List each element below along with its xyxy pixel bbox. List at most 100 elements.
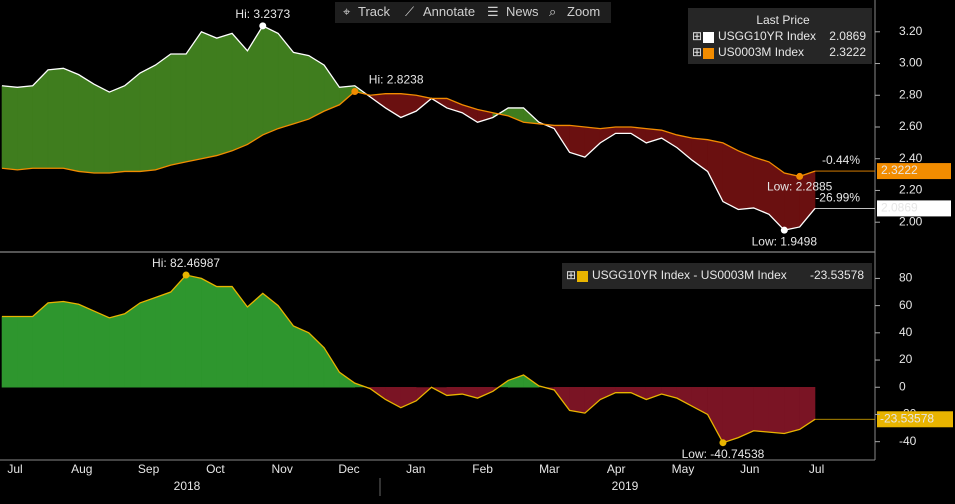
area-fill <box>63 301 79 388</box>
area-fill <box>753 386 770 433</box>
last-price-tag <box>877 163 951 180</box>
x-tick-label: Sep <box>138 462 160 476</box>
area-fill <box>569 386 586 414</box>
change-label: -26.99% <box>815 191 860 205</box>
spread-fill <box>139 64 156 172</box>
hi-marker <box>182 271 190 279</box>
spread-fill <box>93 83 110 174</box>
area-fill <box>784 386 800 434</box>
spread-fill <box>615 126 632 134</box>
area-fill <box>1 316 18 388</box>
spread-fill <box>293 52 310 125</box>
year-label: 2018 <box>174 479 201 493</box>
news[interactable]: News <box>506 4 539 19</box>
x-tick-label: Oct <box>206 462 225 476</box>
series-line <box>1 25 816 231</box>
y-tick-label: 20 <box>899 352 913 366</box>
area-fill <box>155 291 172 388</box>
low-label: Low: 2.2885 <box>767 180 833 194</box>
x-tick-label: Jun <box>740 462 759 476</box>
x-tick-label: Aug <box>71 462 92 476</box>
x-tick-label: May <box>672 462 695 476</box>
x-tick-label: Jan <box>406 462 425 476</box>
y-tick-label: 40 <box>899 325 913 339</box>
y-tick-label: 2.60 <box>899 119 923 133</box>
x-tick-label: Jul <box>7 462 22 476</box>
hi-label: Hi: 2.8238 <box>369 73 424 87</box>
y-tick-label: 2.20 <box>899 183 923 197</box>
spread-fill <box>201 31 218 160</box>
legend-name: USGG10YR Index - US0003M Index <box>592 268 787 282</box>
y-tick-label: 2.00 <box>899 214 923 228</box>
track[interactable]: Track <box>358 4 391 19</box>
spread-fill <box>170 53 187 166</box>
area-fill <box>47 301 64 388</box>
spread-fill <box>707 139 724 202</box>
hi-marker <box>351 87 359 95</box>
toolbar <box>335 2 611 23</box>
legend-value: 2.0869 <box>829 29 866 43</box>
spread-fill <box>216 32 233 156</box>
legend-box <box>688 8 872 64</box>
area-fill <box>78 303 95 388</box>
legend-swatch <box>703 32 714 43</box>
spread-fill <box>1 85 18 171</box>
spread-fill <box>507 107 524 123</box>
y-tick-label: 2.80 <box>899 87 923 101</box>
series-line <box>2 274 816 444</box>
annotate[interactable]: Annotate <box>423 4 475 19</box>
legend-expand: ⊞ <box>692 45 702 59</box>
x-tick-label: Apr <box>607 462 626 476</box>
legend-value: -23.53578 <box>810 268 864 282</box>
area-fill <box>768 386 785 434</box>
area-fill <box>707 386 724 443</box>
spread-fill <box>63 67 79 172</box>
spread-fill <box>231 32 248 152</box>
toolbar-news[interactable]: ☰ News <box>487 4 539 19</box>
toolbar-zoom[interactable]: ⌕ Zoom <box>549 4 600 19</box>
legend-swatch <box>703 48 714 59</box>
last-price-tag-label: 2.3222 <box>881 163 918 177</box>
spread-fill <box>78 74 95 174</box>
zoom[interactable]: Zoom <box>567 4 600 19</box>
area-fill <box>293 325 310 388</box>
y-tick-label: 3.00 <box>899 56 923 70</box>
spread-fill <box>676 134 693 161</box>
track-icon: ⌖ <box>343 4 351 19</box>
x-tick-label: Mar <box>539 462 560 476</box>
area-fill <box>507 374 524 388</box>
low-marker <box>796 172 804 180</box>
legend-name: USGG10YR Index <box>718 29 816 43</box>
area-fill <box>170 274 187 388</box>
spread-fill <box>722 142 739 210</box>
plot: Hi: 3.2373 Low: 1.9498 Hi: 2.8238 Low: 2.28… <box>1 7 875 461</box>
toolbar-annotate[interactable]: ⟋ Annotate <box>405 4 475 19</box>
area-fill <box>201 277 218 388</box>
x-tick-label: Jul <box>809 462 824 476</box>
legend-expand: ⊞ <box>692 29 702 43</box>
y-tick-label: 3.20 <box>899 24 923 38</box>
toolbar-track[interactable]: ⌖ Track <box>343 4 391 19</box>
hi-marker <box>259 22 267 30</box>
spread-fill <box>109 85 126 174</box>
legend-box-2 <box>562 263 872 289</box>
area-fill <box>676 386 693 407</box>
spread-fill <box>262 25 279 136</box>
low-marker <box>719 439 727 447</box>
spread-fill <box>32 69 49 169</box>
legend-name: US0003M Index <box>718 45 804 59</box>
x-tick-label: Dec <box>338 462 359 476</box>
area-fill <box>722 386 739 444</box>
news-icon: ☰ <box>487 4 499 19</box>
area-fill <box>799 386 816 430</box>
spread-fill <box>323 64 340 112</box>
spread-fill <box>569 125 586 158</box>
area-fill <box>385 386 402 409</box>
x-tick-label: Feb <box>472 462 493 476</box>
year-label: 2019 <box>612 479 639 493</box>
area-fill <box>124 302 141 388</box>
area-fill <box>231 285 248 388</box>
hi-label: Hi: 82.46987 <box>152 256 220 270</box>
x-tick-label: Nov <box>272 462 293 476</box>
